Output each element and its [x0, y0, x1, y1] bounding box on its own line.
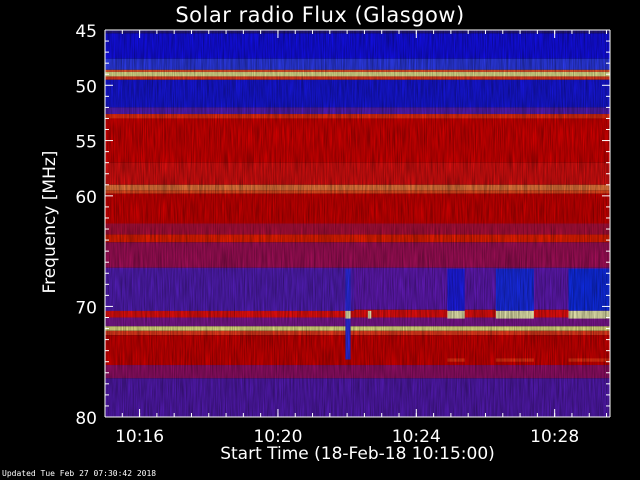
y-tick-label: 45	[75, 22, 97, 42]
x-tick-label: 10:20	[253, 427, 302, 447]
x-tick-label: 10:24	[392, 427, 441, 447]
y-tick-label: 80	[75, 409, 97, 429]
y-tick-label: 55	[75, 133, 97, 153]
y-tick-label: 60	[75, 188, 97, 208]
updated-timestamp: Updated Tue Feb 27 07:30:42 2018	[2, 469, 157, 478]
y-tick-label: 50	[75, 77, 97, 97]
plot-area	[105, 30, 610, 417]
x-tick-label: 10:16	[115, 427, 164, 447]
y-tick-label: 70	[75, 298, 97, 318]
noise-overlay	[105, 30, 610, 417]
x-tick-label: 10:28	[530, 427, 579, 447]
chart-title: Solar radio Flux (Glasgow)	[175, 3, 465, 27]
y-axis-label: Frequency [MHz]	[40, 150, 60, 294]
x-axis-label: Start Time (18-Feb-18 10:15:00)	[220, 444, 495, 464]
axes: 45 50 55 60 70 80 10:16 10:20 10:24 10:28	[75, 22, 611, 447]
